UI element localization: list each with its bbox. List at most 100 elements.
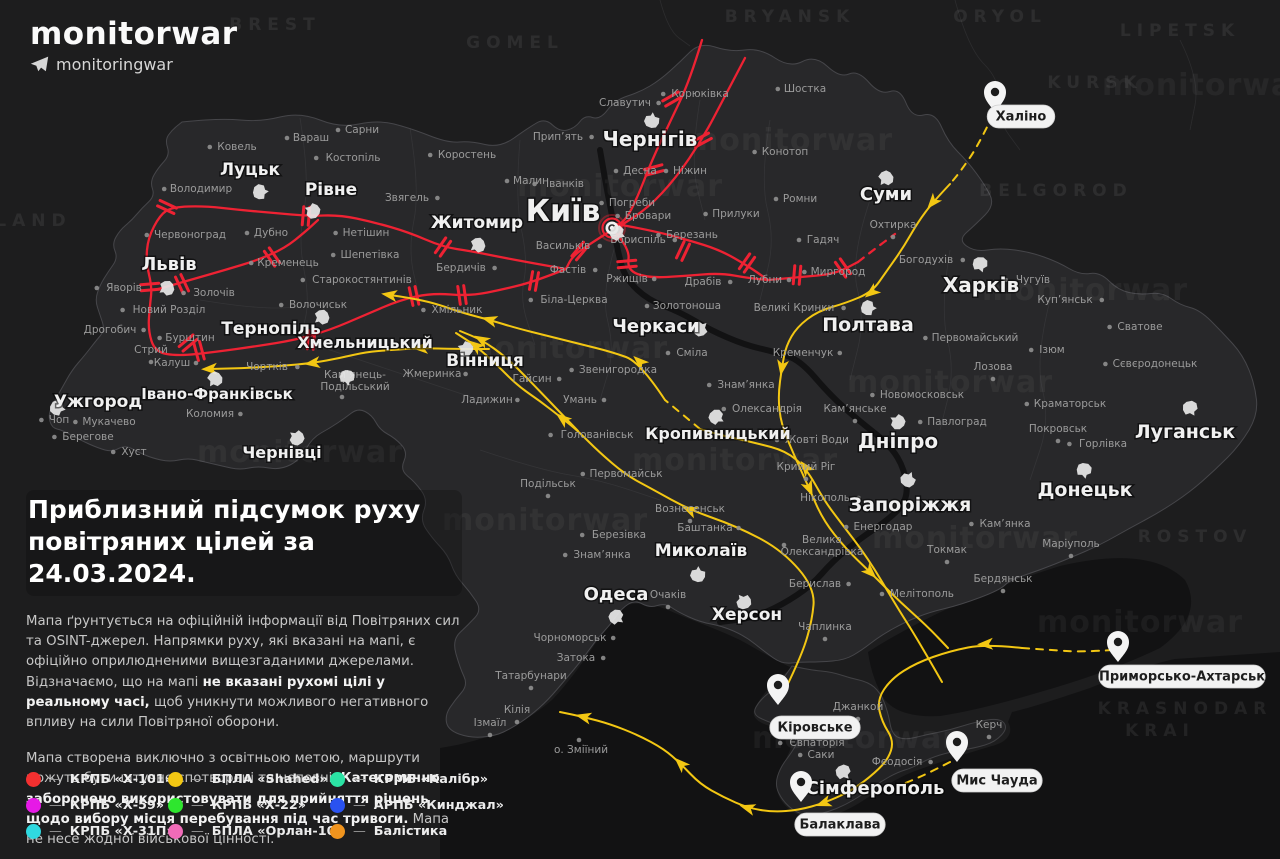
town-dot [238, 411, 243, 417]
town-dot [333, 230, 338, 236]
route-tick-icon [661, 90, 683, 108]
city-label: Хмельницький [297, 333, 433, 352]
drone-route-yellow [1021, 647, 1114, 653]
direction-arrow-icon [860, 562, 877, 579]
black-sea-shape [440, 603, 1280, 859]
town-label: Покровськ [1029, 423, 1087, 435]
missile-route-red [611, 38, 704, 230]
town-label: Жмеринка [403, 368, 462, 380]
town-dot [663, 168, 669, 174]
legend-color-dot [330, 797, 345, 813]
town-dot [110, 449, 116, 455]
town-label: Сватове [1117, 321, 1162, 333]
direction-arrow-icon [681, 506, 699, 519]
legend-item: — КРПБ «Х-101» [26, 771, 173, 787]
town-dot [39, 417, 44, 423]
city-silhouette-icon [457, 341, 474, 357]
town-label: Кам’янець-Подільський [320, 369, 389, 393]
town-label: Десна [623, 165, 657, 177]
city-silhouette-icon [252, 184, 269, 200]
route-tick-icon [173, 273, 191, 295]
town-label: Коломия [186, 408, 234, 420]
neighbor-region-label: BELGOROD [979, 181, 1132, 201]
oblast-border [693, 99, 706, 221]
town-label: Ізюм [1039, 344, 1064, 356]
town-dot [284, 135, 290, 141]
town-dot [579, 532, 585, 538]
watermark: monitorwar [1037, 605, 1243, 640]
town-dot [300, 277, 306, 283]
town-label: Богодухів [899, 254, 953, 266]
town-label: Кременчук [773, 347, 834, 359]
direction-arrow-icon [739, 804, 757, 816]
town-label: о. Зміїний [554, 744, 608, 756]
town-label: Кам’янка [979, 518, 1030, 530]
direction-arrow-icon [927, 192, 943, 209]
legend-color-dot [168, 797, 183, 813]
town-label: Володимир [170, 183, 233, 195]
town-dot [73, 419, 78, 425]
oblast-border [299, 339, 481, 401]
oblast-border [1179, 39, 1197, 131]
town-label: Ладижин [461, 394, 513, 406]
town-dot [797, 752, 803, 758]
legend-item: — КРМБ «Калібр» [330, 771, 488, 787]
missile-route-red [153, 218, 320, 292]
town-dot [1067, 441, 1072, 447]
city-label: Житомир [431, 213, 523, 233]
town-label: Мукачево [82, 416, 135, 428]
town-dot [852, 418, 858, 424]
city-label: Ужгород [54, 392, 142, 412]
legend-item: — КРПБ «Х-59» [26, 797, 164, 813]
direction-arrow-icon [575, 712, 593, 725]
town-dot [837, 350, 843, 356]
route-tick-icon [456, 284, 468, 306]
neighbor-region-label: ROSTOV [1138, 527, 1253, 547]
oblast-border [939, 249, 952, 431]
direction-arrow-icon [674, 757, 691, 774]
town-label: Берислав [789, 578, 841, 590]
route-tick-icon [177, 333, 199, 353]
town-label: Велика Олександрівка [781, 534, 864, 558]
town-dot [545, 493, 551, 499]
town-label: Волочиськ [289, 299, 347, 311]
town-label: Берегове [62, 431, 113, 443]
launch-pin-icon [767, 674, 789, 705]
town-label: Драбів [685, 276, 722, 288]
town-dot [487, 732, 493, 738]
town-label: Дрогобич [84, 324, 137, 336]
town-label: Первомайськ [589, 468, 662, 480]
town-label: Шепетівка [340, 249, 399, 261]
town-label: Бердянськ [973, 573, 1032, 585]
neighbor-region-label: POLAND [0, 211, 72, 231]
city-silhouette-icon [159, 280, 175, 296]
city-label: Чернігів [603, 127, 698, 151]
legend-item: — БПЛА «Shahed» [168, 771, 328, 787]
town-dot [656, 232, 661, 238]
town-dot [773, 196, 779, 202]
town-dot [1003, 277, 1009, 283]
city-silhouette-icon [609, 225, 625, 241]
town-dot [944, 559, 950, 565]
missile-route-red [614, 222, 770, 282]
city-label: Чернівці [242, 443, 321, 462]
azov-sea-shape [868, 558, 1192, 717]
town-dot [313, 155, 319, 161]
town-label: Сміла [676, 347, 707, 359]
legend-separator: — [353, 771, 366, 787]
city-label: Суми [860, 184, 912, 205]
route-tick-icon [262, 246, 282, 268]
town-label: Первомайський [932, 332, 1019, 344]
town-label: Ковель [217, 141, 256, 153]
town-dot [589, 134, 594, 140]
direction-arrow-icon [474, 335, 492, 349]
town-dot [651, 276, 657, 282]
town-label: Голованівськ [561, 429, 634, 441]
town-label: Калуш [154, 357, 190, 369]
oblast-border [599, 229, 621, 401]
launch-pin-label [986, 104, 1056, 129]
launch-pin-label [769, 715, 861, 740]
town-label: Затока [557, 652, 595, 664]
town-label: Куп’янськ [1037, 294, 1092, 306]
city-silhouette-icon [972, 257, 988, 273]
